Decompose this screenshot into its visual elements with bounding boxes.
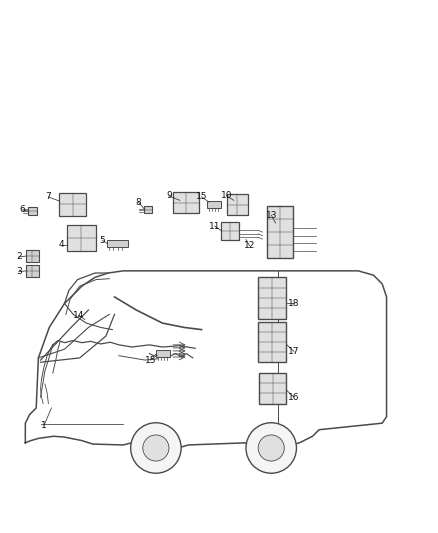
Text: 5: 5 [99,236,105,245]
Circle shape [131,423,181,473]
FancyBboxPatch shape [258,322,286,362]
Text: 7: 7 [46,192,51,201]
FancyBboxPatch shape [259,373,286,403]
Text: 6: 6 [19,205,25,214]
FancyBboxPatch shape [26,265,39,277]
Circle shape [258,435,284,461]
Text: 16: 16 [288,393,300,401]
Text: 10: 10 [221,191,233,200]
FancyBboxPatch shape [26,250,39,262]
FancyBboxPatch shape [221,222,240,239]
FancyBboxPatch shape [156,351,170,357]
FancyBboxPatch shape [144,206,152,213]
Circle shape [143,435,169,461]
Text: 15: 15 [196,192,207,201]
FancyBboxPatch shape [173,192,198,213]
FancyBboxPatch shape [207,201,221,208]
Text: 2: 2 [16,253,21,261]
Text: 11: 11 [209,222,220,231]
Text: 8: 8 [136,198,141,207]
FancyBboxPatch shape [267,206,293,258]
FancyBboxPatch shape [227,194,248,215]
Text: 18: 18 [288,299,300,308]
Circle shape [246,423,297,473]
Text: 12: 12 [244,241,255,250]
Text: 4: 4 [59,240,64,249]
Text: 3: 3 [16,267,21,276]
Text: 9: 9 [166,191,172,200]
Text: 17: 17 [288,347,300,356]
Text: 15: 15 [145,356,156,365]
Text: 1: 1 [41,421,47,430]
FancyBboxPatch shape [258,277,286,319]
Text: 13: 13 [265,211,277,220]
FancyBboxPatch shape [59,192,86,216]
FancyBboxPatch shape [107,240,127,247]
FancyBboxPatch shape [28,207,37,215]
Text: 14: 14 [73,311,85,320]
FancyBboxPatch shape [67,225,96,251]
